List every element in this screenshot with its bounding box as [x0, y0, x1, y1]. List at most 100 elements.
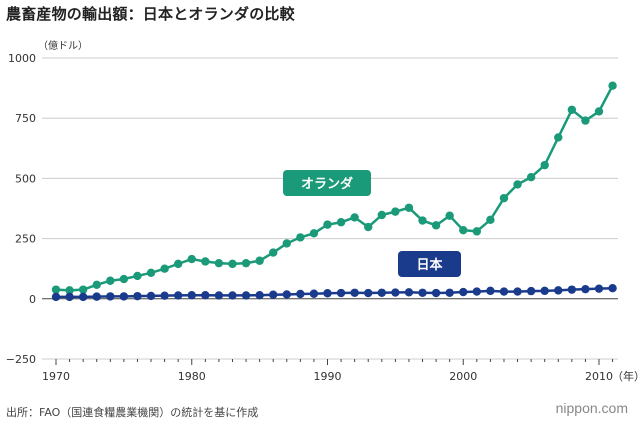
data-point — [241, 258, 251, 268]
data-point — [554, 133, 563, 142]
data-point — [445, 288, 454, 297]
chart-title: 農畜産物の輸出額：日本とオランダの比較 — [6, 5, 295, 23]
data-point — [418, 288, 427, 297]
data-point — [296, 289, 305, 299]
x-tick-label: 2010 — [585, 370, 613, 383]
data-point — [486, 215, 495, 225]
data-point — [296, 233, 305, 242]
data-point — [92, 280, 101, 290]
data-point — [78, 292, 88, 302]
data-point — [445, 211, 454, 220]
x-axis-unit-label: （年） — [612, 369, 640, 383]
data-point — [323, 289, 332, 298]
data-point — [228, 291, 237, 300]
data-point — [92, 292, 101, 301]
data-point — [336, 218, 346, 227]
data-point — [119, 274, 129, 284]
data-point — [472, 227, 482, 236]
data-point — [404, 288, 414, 297]
data-point — [608, 81, 617, 90]
data-point — [554, 286, 563, 295]
y-tick-label: −250 — [6, 353, 36, 366]
data-point — [499, 287, 509, 296]
data-point — [51, 285, 61, 294]
data-point — [214, 291, 224, 300]
data-point — [323, 220, 332, 229]
data-point — [269, 290, 278, 299]
x-tick-label: 1980 — [178, 370, 206, 383]
data-point — [228, 259, 237, 269]
data-point — [459, 225, 468, 235]
data-point — [404, 203, 414, 212]
data-point — [418, 216, 427, 225]
data-point — [133, 271, 142, 281]
y-tick-label: 750 — [15, 112, 36, 125]
data-point — [540, 160, 549, 170]
x-tick-label: 1970 — [42, 370, 70, 383]
data-point — [282, 239, 291, 248]
legend-badge-bg — [398, 251, 461, 277]
data-point — [513, 287, 522, 296]
data-point — [78, 285, 88, 294]
data-point — [486, 286, 495, 296]
data-point — [567, 105, 577, 114]
y-axis-unit-label: （億ドル） — [38, 39, 88, 52]
data-point — [160, 264, 169, 273]
y-tick-labels: 1000 750 500 250 0 −250 — [6, 52, 36, 366]
legend-japan: 日本 — [398, 251, 461, 277]
data-point — [540, 286, 549, 296]
data-point — [106, 292, 115, 301]
x-tick-label: 1990 — [314, 370, 342, 383]
data-point — [65, 292, 74, 302]
data-point — [377, 210, 386, 220]
data-point — [459, 287, 468, 297]
data-point — [146, 291, 156, 301]
data-point — [431, 288, 441, 298]
data-point — [133, 291, 142, 301]
data-point — [269, 248, 278, 257]
data-point — [350, 213, 359, 222]
data-point — [391, 207, 400, 216]
data-point — [51, 292, 61, 302]
data-point — [336, 288, 346, 298]
x-tick-labels: 1970 1980 1990 2000 2010 — [42, 359, 614, 383]
data-point — [146, 268, 156, 277]
data-point — [364, 222, 373, 232]
legend-badge-bg — [283, 170, 371, 196]
nippon-logo: nippon.com — [555, 400, 628, 416]
y-tick-label: 0 — [29, 293, 36, 306]
data-point — [255, 290, 264, 300]
data-point — [377, 288, 386, 297]
y-tick-label: 500 — [15, 172, 36, 185]
data-point — [608, 284, 617, 293]
data-point — [567, 285, 577, 294]
data-point — [526, 286, 536, 296]
data-point — [472, 287, 482, 296]
data-point — [309, 289, 319, 298]
data-point — [309, 229, 319, 238]
y-tick-label: 250 — [15, 233, 36, 246]
data-point — [119, 292, 129, 301]
data-point — [594, 107, 604, 116]
data-point — [187, 254, 196, 264]
data-point — [350, 288, 359, 297]
series-japan — [51, 284, 617, 302]
data-point — [391, 288, 400, 297]
legend-badge-label: 日本 — [416, 257, 442, 273]
data-point — [65, 286, 74, 295]
data-point — [187, 290, 196, 300]
data-point — [513, 180, 522, 189]
data-point — [160, 291, 169, 300]
data-point — [201, 257, 210, 266]
data-point — [431, 221, 441, 230]
data-point — [173, 291, 183, 300]
x-tick-label: 2000 — [449, 370, 477, 383]
data-point — [594, 284, 604, 293]
data-point — [526, 172, 536, 182]
data-point — [499, 193, 509, 203]
gridlines — [42, 57, 618, 360]
data-point — [581, 116, 590, 125]
data-point — [201, 290, 210, 300]
